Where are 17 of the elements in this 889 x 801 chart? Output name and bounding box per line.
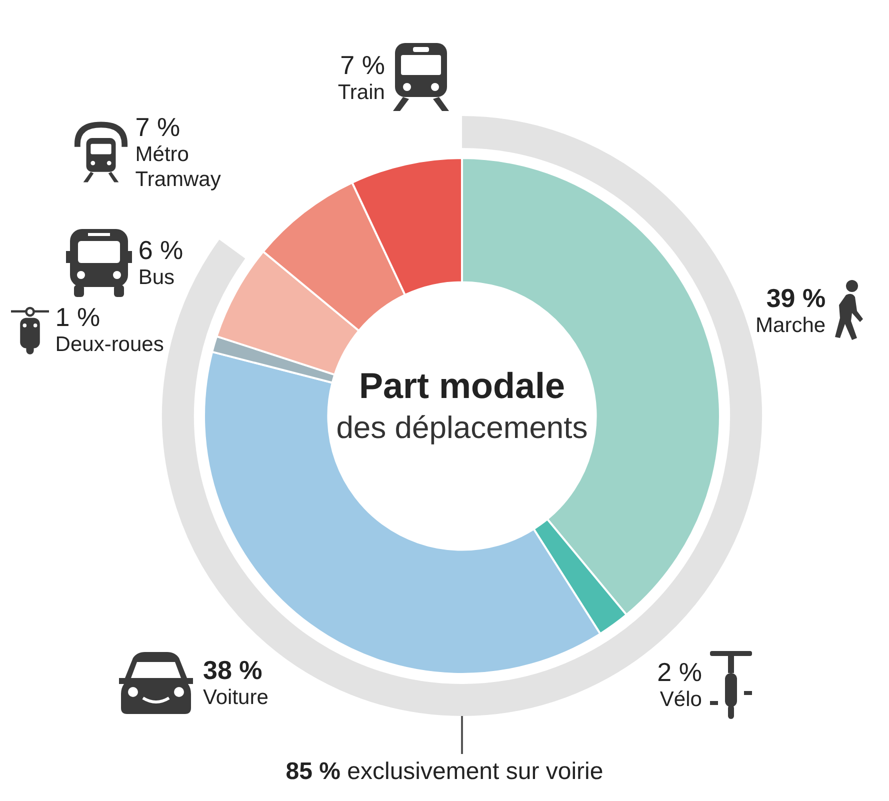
slice-label: Train xyxy=(338,80,385,105)
slice-label: Métro Tramway xyxy=(135,142,222,192)
data-label: 6 % xyxy=(138,235,184,266)
slice-label: Marche xyxy=(756,312,826,338)
text: des déplacements xyxy=(335,409,589,447)
data-label: 7 % xyxy=(339,50,385,80)
data-label: 38 % xyxy=(203,655,264,686)
data-label: 1 % xyxy=(55,302,102,332)
data-label: 2 % xyxy=(657,657,702,688)
slice-label: Vélo xyxy=(658,687,702,712)
text: Part modale xyxy=(358,364,566,408)
text: 85 % exclusivement sur voirie xyxy=(286,758,604,785)
slice-label: Voiture xyxy=(203,685,268,710)
slice-label: Deux-roues xyxy=(55,332,164,357)
data-label: 39 % xyxy=(765,282,826,313)
slice-label: Bus xyxy=(138,265,176,290)
data-label: 7 % xyxy=(135,112,182,142)
